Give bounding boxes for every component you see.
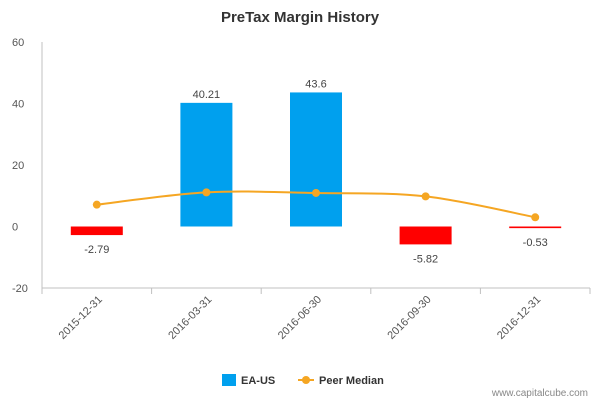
bar-ea-us[interactable]	[290, 92, 342, 227]
credit-text: www.capitalcube.com	[491, 388, 588, 399]
peer-median-point[interactable]	[531, 213, 540, 222]
x-tick-label: 2016-06-30	[276, 294, 324, 342]
x-tick-label: 2016-03-31	[166, 294, 214, 342]
bars	[70, 92, 562, 245]
bar-data-label: 43.6	[305, 78, 326, 90]
legend-label-peer-median[interactable]: Peer Median	[319, 375, 384, 387]
bar-data-label: -5.82	[413, 253, 438, 265]
bar-ea-us[interactable]	[509, 226, 562, 229]
legend-swatch-dot	[302, 376, 310, 384]
y-tick-label: 0	[12, 222, 18, 234]
x-tick-label: 2016-12-31	[495, 294, 543, 342]
legend-swatch-ea-us	[222, 374, 236, 386]
bar-ea-us[interactable]	[399, 226, 452, 245]
peer-median-point[interactable]	[312, 188, 320, 197]
chart-title: PreTax Margin History	[221, 9, 380, 26]
bar-ea-us[interactable]	[70, 226, 123, 236]
peer-median-point[interactable]	[92, 200, 101, 209]
x-tick-label: 2015-12-31	[57, 294, 105, 342]
bar-ea-us[interactable]	[180, 102, 233, 227]
bar-data-label: -2.79	[84, 244, 109, 256]
legend[interactable]: EA-US Peer Median	[222, 374, 384, 387]
bar-labels: -2.79 40.21 43.6 -5.82 -0.53	[84, 78, 547, 265]
peer-median-point[interactable]	[421, 192, 430, 201]
peer-median-point[interactable]	[202, 188, 211, 197]
bar-data-label: 40.21	[193, 89, 221, 101]
x-tick-label: 2016-09-30	[385, 294, 433, 342]
y-tick-label: 20	[12, 160, 24, 172]
peer-median-line-group	[92, 188, 540, 222]
legend-label-ea-us[interactable]: EA-US	[241, 375, 275, 387]
bar-data-label: -0.53	[523, 237, 548, 249]
y-tick-label: 60	[12, 37, 24, 49]
y-tick-label: -20	[12, 283, 28, 295]
y-tick-label: 40	[12, 99, 24, 111]
